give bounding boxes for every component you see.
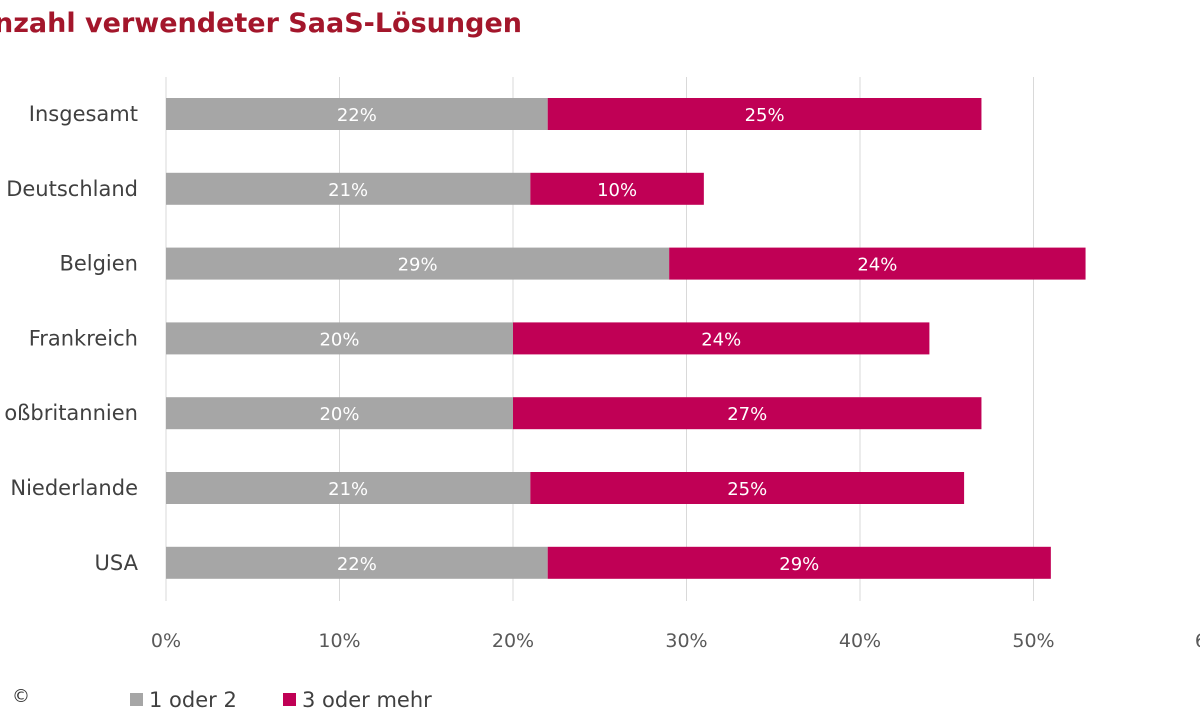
- copyright-icon: ©: [12, 686, 30, 707]
- x-tick-label: 50%: [1012, 630, 1054, 652]
- legend-swatch: [283, 693, 296, 706]
- legend-swatch: [130, 693, 143, 706]
- bar-segment-series-2: [530, 172, 704, 205]
- bar-data-label: 22%: [337, 105, 377, 126]
- bar-data-label: 24%: [701, 329, 741, 350]
- x-tick-label: 60: [1195, 630, 1200, 652]
- bar-data-label: 21%: [328, 479, 368, 500]
- category-label: USA: [95, 551, 139, 575]
- category-label: Niederlande: [10, 476, 138, 500]
- bar-data-label: 29%: [779, 554, 819, 575]
- bar-segment-series-1: [166, 247, 670, 280]
- bar-segment-series-2: [513, 322, 930, 355]
- bar-data-label: 21%: [328, 180, 368, 201]
- bar-data-label: 20%: [319, 404, 359, 425]
- bar-segment-series-2: [513, 397, 982, 430]
- bars: 22% 25% 21% 10% 29% 24% 20% 24% 20% 27% 21% 25% 22% 2…: [166, 98, 1086, 579]
- bar-segment-series-2: [547, 546, 1051, 579]
- bar-segment-series-1: [166, 172, 531, 205]
- bar-data-label: 29%: [398, 255, 438, 276]
- bar-segment-series-1: [166, 546, 548, 579]
- bar-data-label: 22%: [337, 554, 377, 575]
- bar-segment-series-1: [166, 98, 548, 130]
- legend-label: 3 oder mehr: [302, 688, 432, 712]
- bar-segment-series-1: [166, 322, 513, 355]
- category-label: Deutschland: [6, 177, 138, 201]
- bar-data-label: 20%: [319, 329, 359, 350]
- category-label: Frankreich: [29, 326, 138, 350]
- x-axis-ticks: 0% 10% 20% 30% 40% 50% 60: [151, 630, 1200, 652]
- category-label: Belgien: [59, 252, 138, 276]
- x-tick-label: 20%: [492, 630, 534, 652]
- bar-data-label: 25%: [745, 105, 785, 126]
- x-tick-label: 10%: [318, 630, 360, 652]
- legend-label: 1 oder 2: [149, 688, 237, 712]
- category-label: oßbritannien: [4, 401, 138, 425]
- bar-segment-series-2: [669, 247, 1086, 280]
- x-tick-label: 0%: [151, 630, 181, 652]
- bar-segment-series-1: [166, 472, 531, 504]
- bar-segment-series-1: [166, 397, 513, 430]
- bar-data-label: 25%: [727, 479, 767, 500]
- bar-data-label: 24%: [857, 255, 897, 276]
- chart-title: nzahl verwendeter SaaS-Lösungen: [0, 8, 522, 39]
- bar-data-label: 10%: [597, 180, 637, 201]
- x-tick-label: 40%: [839, 630, 881, 652]
- category-label: Insgesamt: [29, 102, 138, 126]
- bar-segment-series-2: [547, 98, 982, 130]
- bar-data-label: 27%: [727, 404, 767, 425]
- x-tick-label: 30%: [665, 630, 707, 652]
- bar-segment-series-2: [530, 472, 965, 504]
- category-labels: Insgesamt Deutschland Belgien Frankreich oßb…: [4, 102, 138, 575]
- legend: 1 oder 2 3 oder mehr: [130, 688, 432, 712]
